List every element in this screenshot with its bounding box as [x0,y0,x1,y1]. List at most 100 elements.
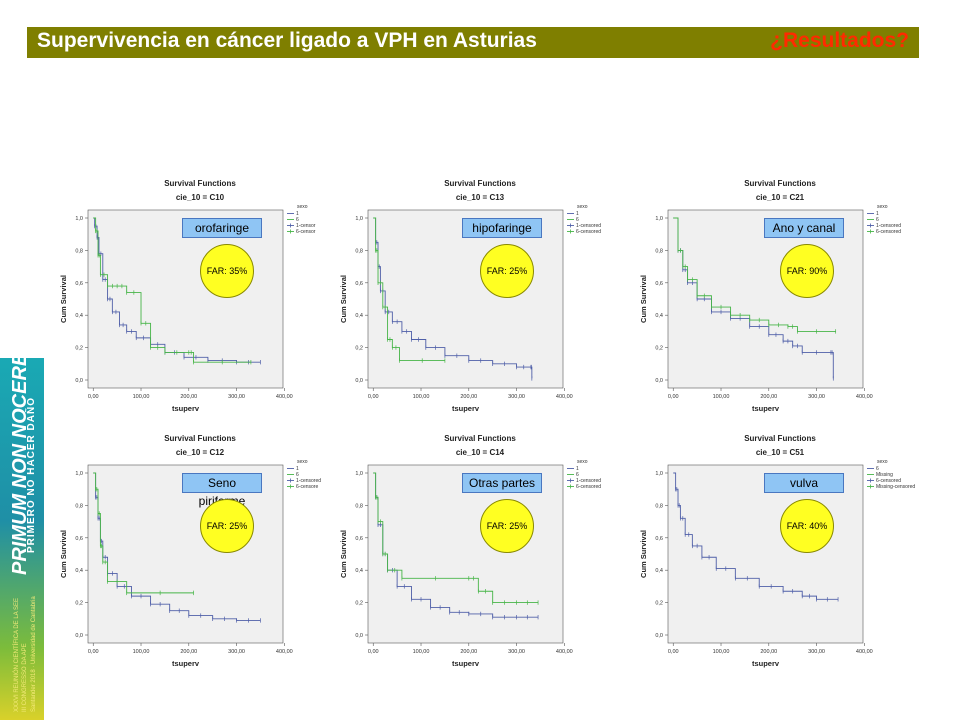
y-tick-label: 0,8 [75,248,83,254]
x-tick-label: 0,00 [88,649,99,655]
legend-item: 6 [576,472,579,478]
x-axis-label: tsuperv [172,659,200,668]
survival-chart-svg: Survival Functions cie_10 = C14 0,0 0,2 0,4 0… [339,434,601,668]
legend-title: sexo [297,204,308,210]
legend-item: 1 [296,211,299,217]
survival-chart-2: Survival Functions cie_10 = C13 0,0 0,2 0,4 0… [330,170,601,413]
legend-item: 1-censored [576,478,601,484]
x-axis-label: tsuperv [172,404,200,413]
chart-subtitle: cie_10 = C14 [456,448,505,457]
y-tick-label: 0,8 [355,248,363,254]
plot-frame [367,209,564,389]
y-tick-label: 0,2 [75,346,83,352]
legend-item: 6 [296,217,299,223]
y-tick-label: 0,8 [75,503,83,509]
x-tick-label: 400,00 [556,394,573,400]
y-tick-label: 0,2 [75,601,83,607]
y-tick-label: 0,2 [355,346,363,352]
x-tick-label: 200,00 [460,649,477,655]
far-badge: FAR: 25% [200,499,254,553]
legend-item: 6-censor [296,229,316,235]
y-tick-label: 0,6 [355,281,363,287]
survival-chart-svg: Survival Functions cie_10 = C51 0,0 0,2 0,4 0… [639,434,915,668]
x-tick-label: 200,00 [180,649,197,655]
side-banner-line3: Santander 2018 · Universidad de Cantabri… [31,596,37,712]
x-tick-label: 300,00 [808,394,825,400]
side-banner-line1: XXXVI REUNIÓN CIENTÍFICA DE LA SEE [14,597,20,712]
y-tick-label: 0,6 [655,281,663,287]
y-tick-label: 1,0 [75,471,83,477]
site-label: Ano y canal [764,218,844,238]
legend-item: 6-censored [876,229,901,235]
chart-title: Survival Functions [744,434,816,443]
site-label: Seno piriforme [182,473,262,508]
legend-title: sexo [297,459,308,465]
y-tick-label: 0,0 [75,633,83,639]
x-tick-label: 100,00 [713,649,730,655]
x-tick-label: 100,00 [133,394,150,400]
plot-frame [87,464,284,644]
survival-chart-5: Survival Functions cie_10 = C14 0,0 0,2 0,4 0… [330,425,601,668]
y-tick-label: 1,0 [655,216,663,222]
y-axis-label: Cum Survival [639,275,648,323]
legend-item: 6-censore [296,484,318,490]
legend-item: 1-censored [296,478,321,484]
x-tick-label: 100,00 [413,649,430,655]
survival-chart-svg: Survival Functions cie_10 = C12 0,0 0,2 0,4 0… [59,434,321,668]
legend-item: 6-censored [876,478,901,484]
chart-title: Survival Functions [164,179,236,188]
legend-item: 1-censored [876,223,901,229]
survival-chart-svg: Survival Functions cie_10 = C13 0,0 0,2 0,4 0… [339,179,601,413]
x-tick-label: 0,00 [668,649,679,655]
far-badge: FAR: 40% [780,499,834,553]
legend-item: Missing-censored [876,484,915,490]
chart-title: Survival Functions [444,434,516,443]
survival-chart-3: Survival Functions cie_10 = C21 0,0 0,2 0,4 0… [630,170,901,413]
x-tick-label: 0,00 [368,394,379,400]
plot-frame [87,209,284,389]
y-axis-label: Cum Survival [59,530,68,578]
x-axis-label: tsuperv [752,659,780,668]
y-tick-label: 0,4 [355,313,363,319]
chart-subtitle: cie_10 = C13 [456,193,505,202]
chart-subtitle: cie_10 = C10 [176,193,225,202]
far-badge: FAR: 35% [200,244,254,298]
x-tick-label: 400,00 [276,649,293,655]
y-tick-label: 0,6 [75,281,83,287]
plot-frame [367,464,564,644]
y-tick-label: 0,6 [75,536,83,542]
y-tick-label: 0,4 [355,568,363,574]
legend-title: sexo [577,459,588,465]
x-tick-label: 400,00 [556,649,573,655]
y-tick-label: 1,0 [655,471,663,477]
x-tick-label: 300,00 [228,649,245,655]
y-tick-label: 0,8 [655,503,663,509]
x-tick-label: 400,00 [856,649,873,655]
side-banner-line2: III CONGRESSO DA APE [22,643,28,712]
survival-chart-1: Survival Functions cie_10 = C10 0,0 0,2 0,4 0… [50,170,320,413]
legend-item: 6-censored [576,484,601,490]
x-tick-label: 400,00 [856,394,873,400]
legend-item: 6 [576,217,579,223]
chart-subtitle: cie_10 = C12 [176,448,225,457]
legend-item: Missing [876,472,893,478]
legend-item: 6 [876,466,879,472]
site-label: Otras partes [462,473,542,493]
legend-item: 6 [876,217,879,223]
y-tick-label: 0,0 [655,633,663,639]
survival-chart-svg: Survival Functions cie_10 = C21 0,0 0,2 0,4 0… [639,179,901,413]
y-tick-label: 0,0 [655,378,663,384]
y-tick-label: 0,2 [355,601,363,607]
y-tick-label: 1,0 [355,471,363,477]
legend-title: sexo [877,204,888,210]
x-tick-label: 200,00 [760,649,777,655]
page-title: Supervivencia en cáncer ligado a VPH en … [37,29,537,52]
page-subtitle: ¿Resultados? [770,29,909,52]
legend-title: sexo [577,204,588,210]
survival-chart-6: Survival Functions cie_10 = C51 0,0 0,2 0,4 0… [630,425,915,668]
x-tick-label: 300,00 [228,394,245,400]
x-tick-label: 100,00 [133,649,150,655]
x-tick-label: 0,00 [368,649,379,655]
legend-title: sexo [877,459,888,465]
y-tick-label: 0,4 [75,568,83,574]
